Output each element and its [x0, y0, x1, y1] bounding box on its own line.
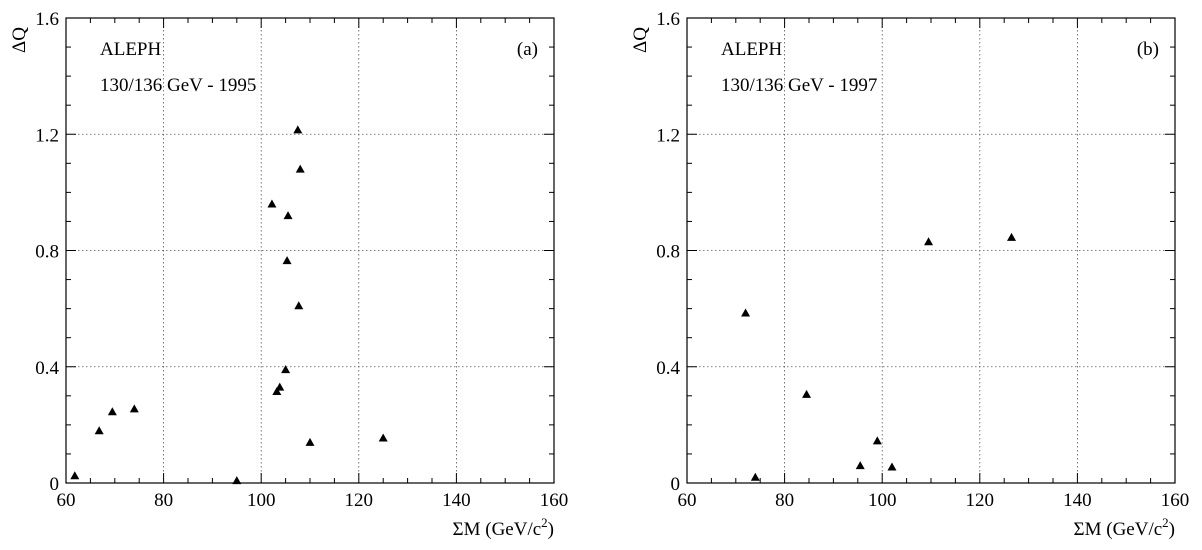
y-tick-label: 0: [50, 474, 60, 495]
y-tick-label: 1.2: [656, 125, 680, 146]
panel-a: 60 80 100 120 140 160 0 0.4 0.8 1.2 1.6 ΣM (GeV/c2)…: [9, 9, 568, 540]
y-tick-label: 0.8: [656, 242, 680, 263]
x-tick-label: 120: [345, 490, 374, 511]
data-point: [305, 437, 315, 446]
panel-b: 60 80 100 120 140 160 0 0.4 0.8 1.2 1.6 ΣM (GeV/c2)…: [630, 9, 1189, 540]
data-point: [887, 462, 897, 471]
data-point: [272, 386, 282, 395]
y-tick-label: 0.8: [35, 242, 59, 263]
data-point: [283, 211, 293, 220]
data-point: [924, 237, 934, 246]
plot-frame: [65, 17, 555, 484]
y-tick-label: 1.6: [656, 9, 680, 30]
data-point: [232, 476, 242, 485]
data-point: [294, 301, 304, 310]
x-axis-label: ΣM (GeV/c2): [453, 515, 554, 540]
y-axis-label: ΔQ: [630, 27, 651, 53]
x-tick-label: 140: [442, 490, 471, 511]
y-tick-label: 1.2: [35, 125, 59, 146]
x-tick-label: 100: [868, 490, 897, 511]
x-tick-label: 80: [775, 490, 794, 511]
data-point: [282, 256, 292, 265]
experiment-label: ALEPH: [100, 39, 162, 60]
experiment-label: ALEPH: [721, 39, 783, 60]
x-tick-label: 160: [540, 490, 569, 511]
data-point: [129, 404, 139, 413]
data-point: [267, 199, 277, 208]
data-point: [378, 433, 388, 442]
x-tick-label: 60: [57, 490, 76, 511]
y-tick-label: 0.4: [656, 358, 680, 379]
plot-frame: [686, 17, 1176, 484]
x-tick-label: 140: [1063, 490, 1092, 511]
data-point: [741, 308, 751, 317]
y-tick-label: 1.6: [35, 9, 59, 30]
data-point: [275, 382, 285, 391]
data-point: [872, 436, 882, 445]
data-point: [293, 125, 303, 134]
panel-tag: (a): [517, 39, 538, 60]
x-tick-label: 120: [966, 490, 995, 511]
data-point: [70, 471, 80, 480]
x-tick-label: 60: [678, 490, 697, 511]
y-tick-label: 0: [671, 474, 681, 495]
y-axis-label: ΔQ: [9, 27, 30, 53]
data-point: [281, 365, 291, 374]
data-point: [750, 472, 760, 481]
x-axis-label: ΣM (GeV/c2): [1074, 515, 1175, 540]
data-point: [295, 164, 305, 173]
energy-year-label: 130/136 GeV - 1997: [721, 75, 877, 96]
panel-tag: (b): [1137, 39, 1159, 60]
data-point: [802, 389, 812, 398]
data-point: [107, 407, 117, 416]
x-tick-label: 160: [1161, 490, 1190, 511]
y-tick-label: 0.4: [35, 358, 59, 379]
energy-year-label: 130/136 GeV - 1995: [100, 75, 256, 96]
data-point: [94, 426, 104, 435]
x-tick-label: 100: [247, 490, 276, 511]
data-point: [855, 461, 865, 470]
x-tick-label: 80: [154, 490, 173, 511]
data-point: [1007, 232, 1017, 241]
